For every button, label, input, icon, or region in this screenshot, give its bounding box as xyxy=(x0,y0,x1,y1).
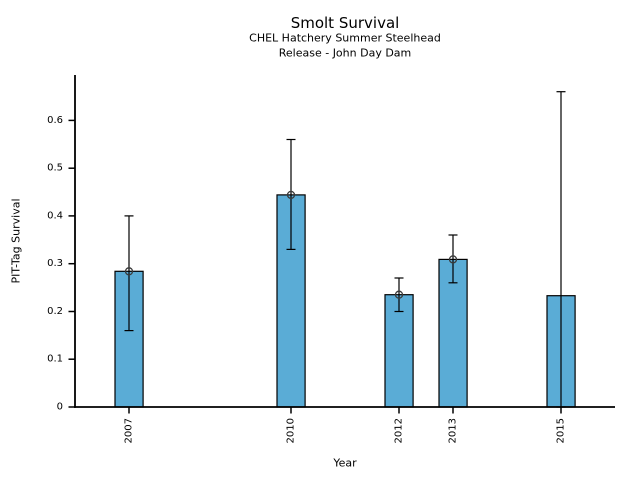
x-tick-label: 2010 xyxy=(286,418,297,443)
y-axis-label: PIT-Tag Survival xyxy=(9,198,23,284)
y-tick-label: 0.1 xyxy=(47,354,63,365)
y-tick-label: 0.6 xyxy=(47,115,63,126)
point-marker xyxy=(394,290,404,299)
chart-subtitle-line1: CHEL Hatchery Summer Steelhead xyxy=(249,31,441,45)
x-tick-label: 2015 xyxy=(556,418,567,443)
x-tick-label: 2013 xyxy=(448,418,459,443)
y-tick-label: 0.5 xyxy=(47,163,63,174)
x-tick-label: 2012 xyxy=(394,418,405,443)
x-tick-label: 2007 xyxy=(124,418,135,443)
x-axis-label: Year xyxy=(333,456,357,470)
point-marker xyxy=(124,267,134,276)
chart-subtitle-line2: Release - John Day Dam xyxy=(278,46,412,60)
point-marker xyxy=(286,190,296,200)
y-tick-label: 0 xyxy=(57,402,63,413)
chart-title: Smolt Survival xyxy=(290,14,400,32)
y-tick-label: 0.2 xyxy=(47,306,63,317)
point-marker xyxy=(448,255,458,264)
y-tick-label: 0.4 xyxy=(47,210,63,221)
y-tick-label: 0.3 xyxy=(47,258,63,269)
